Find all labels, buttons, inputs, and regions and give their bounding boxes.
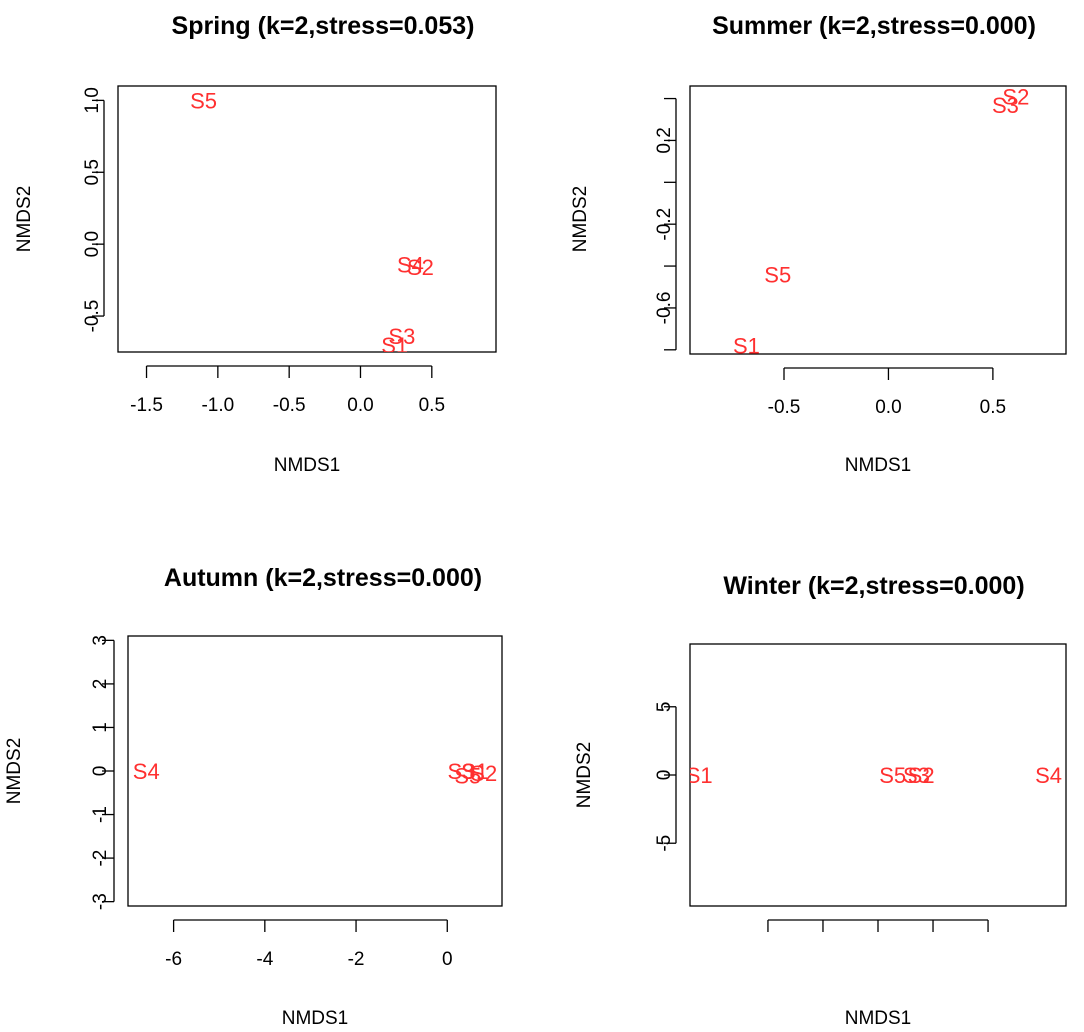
point-label-s5: S5 bbox=[764, 262, 791, 287]
y-tick-label: 0.0 bbox=[82, 231, 103, 257]
y-tick-label: 0 bbox=[90, 766, 111, 777]
y-tick-label: -0.5 bbox=[82, 300, 103, 333]
y-axis-title: NMDS2 bbox=[4, 738, 25, 805]
plot-frame bbox=[689, 643, 1067, 907]
x-tick-label: 0 bbox=[442, 949, 453, 970]
point-label-s4: S4 bbox=[1035, 763, 1062, 788]
point-label-s4: S4 bbox=[133, 759, 160, 784]
x-tick-label: -6 bbox=[165, 949, 182, 970]
plot-frame bbox=[117, 85, 497, 353]
y-tick-label: 0.2 bbox=[654, 127, 675, 153]
point-label-s1: S1 bbox=[686, 763, 713, 788]
y-tick-label: -1 bbox=[90, 806, 111, 823]
chart-title: Summer (k=2,stress=0.000) bbox=[712, 12, 1036, 40]
x-axis-title: NMDS1 bbox=[845, 1008, 912, 1029]
point-label-s2: S2 bbox=[908, 763, 935, 788]
point-label-s1: S1 bbox=[381, 333, 408, 358]
y-tick-label: -0.6 bbox=[654, 292, 675, 325]
chart-title: Winter (k=2,stress=0.000) bbox=[723, 572, 1024, 600]
point-label-s2: S2 bbox=[1002, 84, 1029, 109]
x-tick-label: 0.0 bbox=[347, 395, 373, 416]
x-axis-title: NMDS1 bbox=[282, 1008, 349, 1029]
x-axis-title: NMDS1 bbox=[845, 455, 912, 476]
x-tick-label: -0.5 bbox=[273, 395, 306, 416]
point-label-s3: S3 bbox=[447, 759, 474, 784]
x-tick-label: -1.0 bbox=[201, 395, 234, 416]
panel-2: Summer (k=2,stress=0.000) -0.5 0.0 0.5 -0.6 -… bbox=[570, 12, 1067, 476]
y-tick-label: 3 bbox=[90, 635, 111, 646]
x-tick-label: -2 bbox=[348, 949, 365, 970]
x-tick-label: -4 bbox=[256, 949, 273, 970]
y-tick-label: -3 bbox=[90, 893, 111, 910]
chart-title: Spring (k=2,stress=0.053) bbox=[172, 12, 475, 40]
panel-3: Autumn (k=2,stress=0.000) -6 -4 -2 0 -3 -2 -1 0 1… bbox=[4, 564, 503, 1029]
panel-1: Spring (k=2,stress=0.053) -1.5 -1.0 -0.5 0.0… bbox=[14, 12, 497, 476]
chart-title: Autumn (k=2,stress=0.000) bbox=[164, 564, 482, 592]
point-label-s2: S2 bbox=[407, 255, 434, 280]
plot-frame bbox=[689, 85, 1067, 355]
y-axis-title: NMDS2 bbox=[574, 742, 595, 809]
point-label-s3: S3 bbox=[903, 763, 930, 788]
point-label-s5: S5 bbox=[190, 88, 217, 113]
y-tick-label: 2 bbox=[90, 679, 111, 690]
x-tick-label: 0.5 bbox=[980, 397, 1006, 418]
panel-4: Winter (k=2,stress=0.000) -5 0 5 NMDS1 NMDS2 S… bbox=[574, 572, 1067, 1029]
y-tick-label: -2 bbox=[90, 850, 111, 867]
y-axis-title: NMDS2 bbox=[570, 186, 591, 253]
x-tick-label: -0.5 bbox=[768, 397, 801, 418]
x-axis-title: NMDS1 bbox=[274, 455, 341, 476]
y-tick-label: -5 bbox=[654, 835, 675, 852]
y-tick-label: 1.0 bbox=[82, 87, 103, 113]
y-tick-label: 0.5 bbox=[82, 159, 103, 185]
plot-frame bbox=[127, 635, 503, 907]
y-tick-label: 0 bbox=[654, 770, 675, 781]
point-label-s5: S5 bbox=[879, 763, 906, 788]
y-tick-label: 5 bbox=[654, 701, 675, 712]
y-tick-label: 1 bbox=[90, 722, 111, 733]
point-label-s1: S1 bbox=[733, 334, 760, 359]
point-label-s3: S3 bbox=[992, 93, 1019, 118]
point-label-s5: S5 bbox=[454, 763, 481, 788]
x-tick-label: 0.5 bbox=[419, 395, 445, 416]
point-label-s3: S3 bbox=[388, 324, 415, 349]
x-tick-label: -1.5 bbox=[130, 395, 163, 416]
y-axis-title: NMDS2 bbox=[14, 186, 35, 253]
x-tick-label: 0.0 bbox=[875, 397, 901, 418]
point-label-s1: S1 bbox=[461, 759, 488, 784]
point-label-s2: S2 bbox=[470, 761, 497, 786]
y-tick-label: -0.2 bbox=[654, 208, 675, 241]
point-label-s4: S4 bbox=[397, 252, 424, 277]
